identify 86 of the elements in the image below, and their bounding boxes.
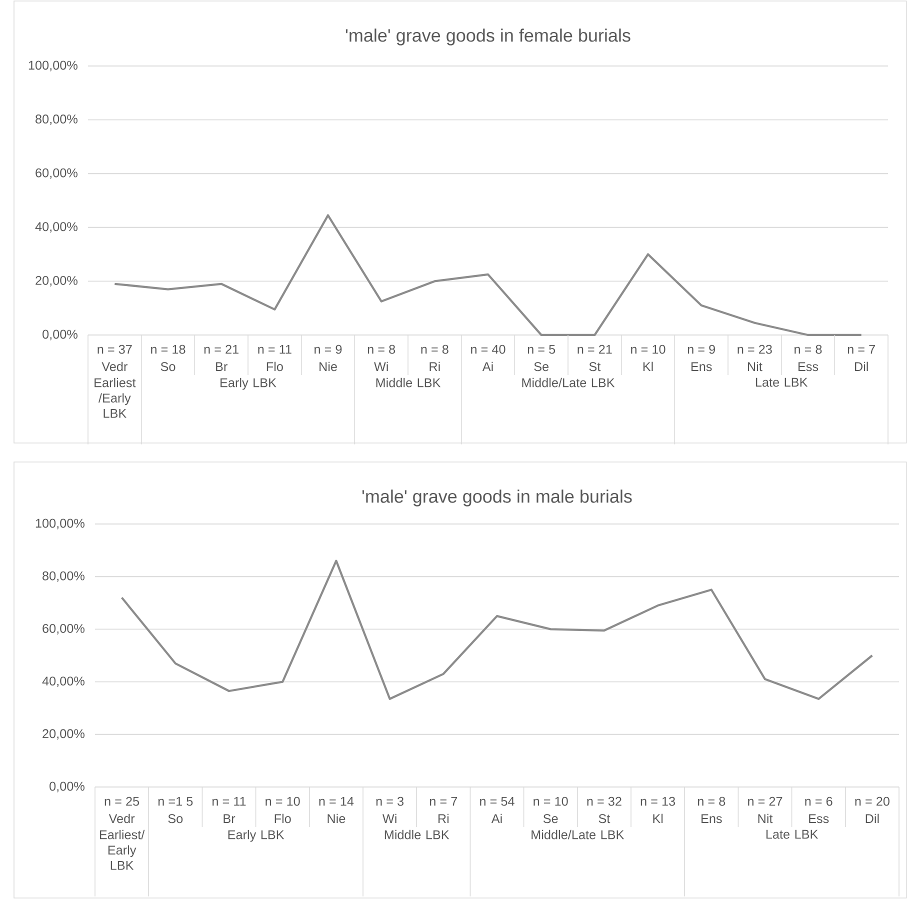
x-tick-label: St: [598, 814, 610, 824]
x-tick-label: Nit: [748, 362, 762, 372]
line-series: [120, 560, 874, 700]
text: Late LBK: [756, 378, 808, 387]
text: n = 6: [805, 796, 832, 806]
line-series: [114, 214, 862, 336]
y-tick-label: 100,00%: [36, 518, 84, 530]
x-tick-label: Br: [216, 362, 228, 371]
x-tick-label: Ens: [702, 814, 722, 824]
y-tick-label: 80,00%: [36, 114, 78, 126]
y-tick-label: 40,00%: [35, 222, 78, 233]
x-tick-label: Se: [543, 814, 558, 824]
y-tick-label: 20,00%: [42, 729, 84, 740]
y-tick-label: 20,00%: [36, 276, 78, 286]
text: n = 27: [748, 796, 782, 806]
text: n = 18: [151, 344, 186, 354]
x-tick-label: Flo: [266, 362, 283, 372]
x-tick-label: Se: [534, 362, 549, 372]
text: n = 10: [534, 796, 568, 806]
text: n = 21: [204, 344, 238, 354]
x-tick-label: Dil: [855, 362, 868, 371]
x-tick-label: Ess: [798, 362, 818, 372]
y-tick-label: 0,00%: [50, 782, 84, 792]
x-tick-label: Kl: [653, 814, 663, 823]
x-tick-label: Vedr: [102, 362, 128, 372]
x-tick-label: Nit: [758, 814, 773, 824]
text: n = 14: [319, 796, 354, 806]
text: Earliest/ Early LBK: [100, 830, 145, 870]
x-tick-label: Nie: [328, 814, 346, 824]
x-tick-label: Ri: [438, 814, 449, 823]
text: n = 9: [688, 344, 715, 354]
text: Earliest /Early LBK: [94, 378, 136, 418]
y-tick-label: 100,00%: [28, 60, 78, 72]
x-tick-label: Ri: [430, 362, 440, 371]
text: n = 7: [848, 344, 875, 354]
y-tick-label: 60,00%: [36, 168, 78, 179]
x-tick-label: Wi: [374, 362, 388, 371]
y-tick-label: 80,00%: [42, 571, 84, 582]
text: n = 8: [698, 796, 726, 806]
text: Late LBK: [766, 830, 818, 839]
x-tick-label: So: [160, 362, 176, 372]
text: n =1 5: [158, 796, 193, 806]
text: n = 23: [738, 344, 772, 354]
text: n = 25: [104, 796, 140, 806]
text: n = 7: [430, 796, 458, 806]
y-tick-label: 60,00%: [42, 624, 84, 634]
x-tick-label: Wi: [382, 814, 396, 823]
text: Early LBK: [228, 830, 284, 842]
text: Middle LBK: [384, 830, 450, 840]
x-tick-label: Ai: [491, 814, 502, 823]
x-tick-label: Ess: [809, 814, 829, 824]
text: n = 11: [258, 344, 292, 354]
text: n = 21: [578, 344, 612, 354]
x-tick-label: Kl: [643, 362, 653, 371]
x-tick-label: St: [589, 362, 601, 372]
text: n = 3: [376, 796, 404, 806]
chart-title: 'male' grave goods in female burials: [346, 28, 630, 46]
text: n = 20: [855, 796, 890, 806]
text: n = 37: [98, 344, 132, 354]
text: n = 32: [587, 796, 622, 806]
x-tick-label: Ens: [691, 362, 712, 372]
text: n = 8: [368, 344, 396, 354]
x-tick-label: Ai: [482, 362, 493, 371]
text: n = 5: [528, 344, 556, 354]
x-tick-label: Br: [224, 814, 236, 823]
x-tick-label: Dil: [866, 814, 879, 823]
text: n = 8: [421, 344, 448, 354]
text: Middle/Late LBK: [532, 830, 624, 840]
x-tick-label: Nie: [320, 362, 337, 372]
text: Early LBK: [220, 378, 276, 390]
text: n = 10: [631, 344, 666, 354]
text: n = 9: [314, 344, 342, 354]
x-tick-label: Vedr: [108, 814, 135, 824]
text: n = 54: [480, 796, 514, 806]
text: n = 8: [794, 344, 822, 354]
text: Middle LBK: [376, 378, 441, 388]
chart-title: 'male' grave goods in male burials: [362, 490, 632, 506]
text: n = 40: [471, 344, 506, 354]
y-tick-label: 0,00%: [42, 330, 78, 340]
text: n = 10: [266, 796, 300, 806]
text: n = 11: [212, 796, 246, 806]
x-tick-label: Flo: [274, 814, 291, 824]
text: Middle/Late LBK: [522, 378, 615, 388]
text: n = 13: [640, 796, 676, 806]
x-tick-label: So: [168, 814, 183, 824]
y-tick-label: 40,00%: [42, 676, 84, 688]
